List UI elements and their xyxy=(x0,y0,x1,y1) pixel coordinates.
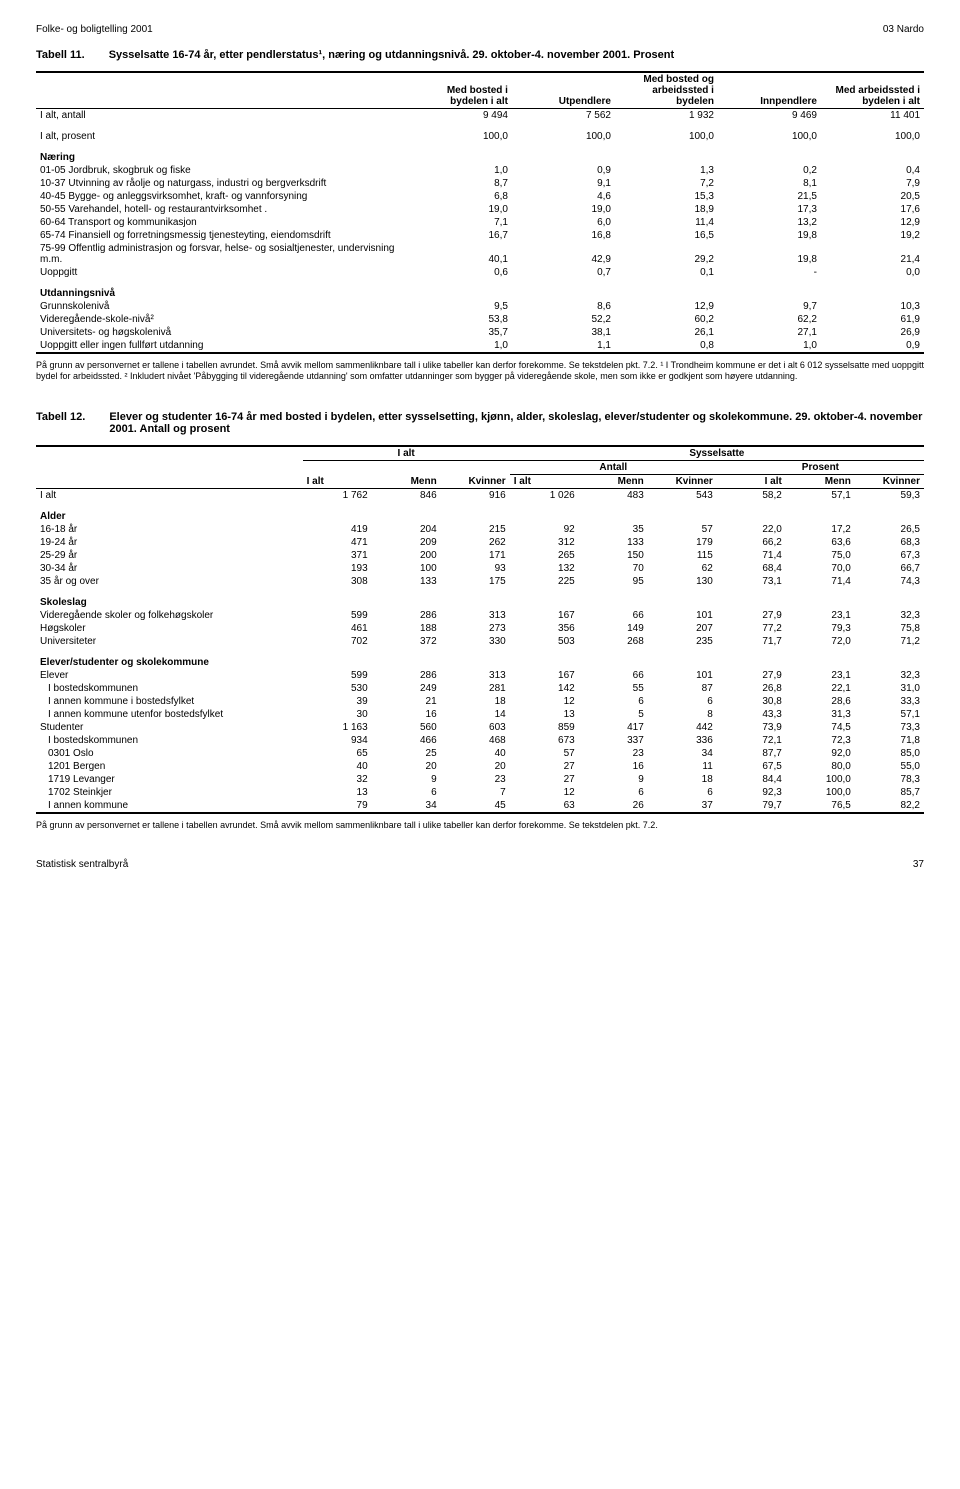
table-row: Videregående-skole-nivå²53,852,260,262,2… xyxy=(36,313,924,326)
footer-left: Statistisk sentralbyrå xyxy=(36,859,128,870)
table-row: I alt, prosent 100,0 100,0 100,0 100,0 1… xyxy=(36,130,924,143)
table-row: 10-37 Utvinning av råolje og naturgass, … xyxy=(36,177,924,190)
table-row: Videregående skoler og folkehøgskoler599… xyxy=(36,609,924,622)
t12-sub9: Kvinner xyxy=(855,474,924,488)
table-row: 0301 Oslo65254057233487,792,085,0 xyxy=(36,747,924,760)
section-head: Elever/studenter og skolekommune xyxy=(36,656,924,669)
table-row: 1719 Levanger329232791884,4100,078,3 xyxy=(36,773,924,786)
header-left: Folke- og boligtelling 2001 xyxy=(36,24,153,35)
t12-group-antall: Antall xyxy=(510,460,717,474)
section-head: Skoleslag xyxy=(36,596,924,609)
t12-sub4: I alt xyxy=(510,474,579,488)
footer-right: 37 xyxy=(913,859,924,870)
table11: Med bosted i bydelen i alt Utpendlere Me… xyxy=(36,71,924,354)
table-row: 1702 Steinkjer1367126692,3100,085,7 xyxy=(36,786,924,799)
table-row: 65-74 Finansiell og forretningsmessig tj… xyxy=(36,229,924,242)
t12-group-prosent: Prosent xyxy=(717,460,924,474)
table-row: I alt1 7628469161 02648354358,257,159,3 xyxy=(36,488,924,502)
table-row: Høgskoler46118827335614920777,279,375,8 xyxy=(36,622,924,635)
table-row: 01-05 Jordbruk, skogbruk og fiske1,00,91… xyxy=(36,164,924,177)
table-row: 75-99 Offentlig administrasjon og forsva… xyxy=(36,242,924,266)
table-row: Uoppgitt0,60,70,1-0,0 xyxy=(36,266,924,279)
table-row: 60-64 Transport og kommunikasjon7,16,011… xyxy=(36,216,924,229)
page-header: Folke- og boligtelling 2001 03 Nardo xyxy=(36,24,924,35)
t12-sub6: Kvinner xyxy=(648,474,717,488)
table11-footnote: På grunn av personvernet er tallene i ta… xyxy=(36,360,924,383)
t12-sub5: Menn xyxy=(579,474,648,488)
table-row: 25-29 år37120017126515011571,475,067,3 xyxy=(36,549,924,562)
table12-footnote: På grunn av personvernet er tallene i ta… xyxy=(36,820,924,831)
table-row: 1201 Bergen40202027161167,580,055,0 xyxy=(36,760,924,773)
page-footer: Statistisk sentralbyrå 37 xyxy=(36,859,924,870)
t11-col1: Med bosted i bydelen i alt xyxy=(409,72,512,109)
section-head: Næring xyxy=(36,151,924,164)
table-row: Elever5992863131676610127,923,132,3 xyxy=(36,669,924,682)
table11-caption: Sysselsatte 16-74 år, etter pendlerstatu… xyxy=(109,49,674,61)
t11-col2: Utpendlere xyxy=(512,72,615,109)
table-row: I annen kommune i bostedsfylket392118126… xyxy=(36,695,924,708)
table-row: I annen kommune utenfor bostedsfylket301… xyxy=(36,708,924,721)
table-row: 30-34 år19310093132706268,470,066,7 xyxy=(36,562,924,575)
t12-sub2: Menn xyxy=(372,460,441,488)
table12-title: Tabell 12. Elever og studenter 16-74 år … xyxy=(36,411,924,435)
t12-group-syss: Sysselsatte xyxy=(510,446,924,461)
table11-number: Tabell 11. xyxy=(36,49,85,61)
table-row: I bostedskommunen93446646867333733672,17… xyxy=(36,734,924,747)
table-row: 35 år og over3081331752259513073,171,474… xyxy=(36,575,924,588)
table-row: Universiteter70237233050326823571,772,07… xyxy=(36,635,924,648)
header-right: 03 Nardo xyxy=(883,24,924,35)
table12-caption: Elever og studenter 16-74 år med bosted … xyxy=(109,411,924,435)
table-row: I bostedskommunen530249281142558726,822,… xyxy=(36,682,924,695)
table-row: 16-18 år41920421592355722,017,226,5 xyxy=(36,523,924,536)
table-row: I alt, antall 9 494 7 562 1 932 9 469 11… xyxy=(36,109,924,123)
t12-sub3: Kvinner xyxy=(441,460,510,488)
table-row: 40-45 Bygge- og anleggsvirksomhet, kraft… xyxy=(36,190,924,203)
table-row: 50-55 Varehandel, hotell- og restaurantv… xyxy=(36,203,924,216)
t11-col4: Innpendlere xyxy=(718,72,821,109)
t12-group-ialt: I alt xyxy=(303,446,510,461)
table11-title: Tabell 11. Sysselsatte 16-74 år, etter p… xyxy=(36,49,924,61)
t12-sub8: Menn xyxy=(786,474,855,488)
t11-col3: Med bosted og arbeidssted i bydelen xyxy=(615,72,718,109)
table-row: Grunnskolenivå9,58,612,99,710,3 xyxy=(36,300,924,313)
table-row: Universitets- og høgskolenivå35,738,126,… xyxy=(36,326,924,339)
t12-sub7: I alt xyxy=(717,474,786,488)
table-row: 19-24 år47120926231213317966,263,668,3 xyxy=(36,536,924,549)
table12-number: Tabell 12. xyxy=(36,411,85,435)
table-row: I annen kommune79344563263779,776,582,2 xyxy=(36,799,924,813)
table12: I alt Sysselsatte I alt Menn Kvinner Ant… xyxy=(36,445,924,814)
table-row: Studenter1 16356060385941744273,974,573,… xyxy=(36,721,924,734)
section-head: Alder xyxy=(36,510,924,523)
t12-sub1: I alt xyxy=(303,460,372,488)
section-head: Utdanningsnivå xyxy=(36,287,924,300)
table-row: Uoppgitt eller ingen fullført utdanning1… xyxy=(36,339,924,353)
t11-col5: Med arbeidssted i bydelen i alt xyxy=(821,72,924,109)
